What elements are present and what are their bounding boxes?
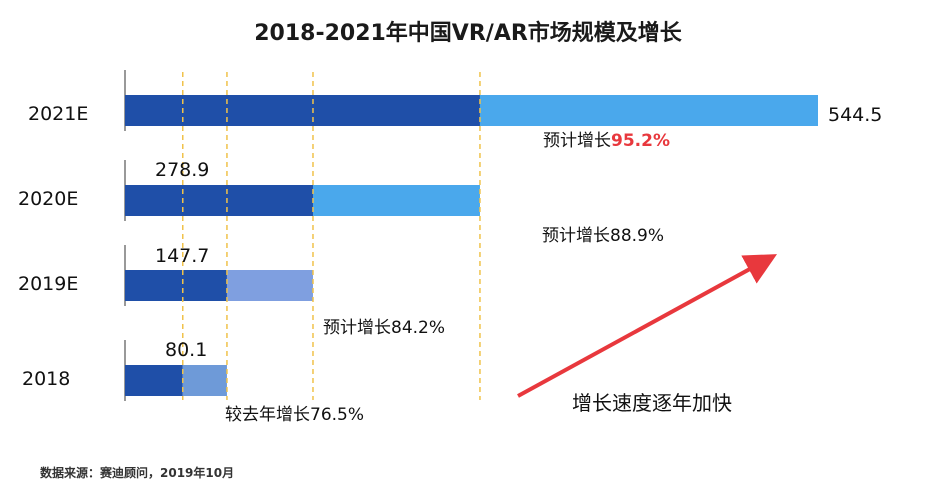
growth-label: 预计增长95.2% xyxy=(543,131,670,151)
growth-label: 预计增长84.2% xyxy=(323,318,445,338)
bar-growth-2019E xyxy=(226,270,313,301)
category-label: 2020E xyxy=(18,188,78,210)
bar-base-2018 xyxy=(125,365,183,396)
trend-label: 增长速度逐年加快 xyxy=(572,391,732,415)
growth-label: 预计增长88.9% xyxy=(542,226,664,246)
bar-base-2019E xyxy=(125,270,227,301)
bar-growth-2020E xyxy=(312,185,480,216)
trend-arrow xyxy=(517,254,778,398)
bar-base-2020E xyxy=(125,185,313,216)
bar-growth-2021E xyxy=(479,95,818,126)
value-label: 80.1 xyxy=(165,339,207,361)
source-note: 数据来源：赛迪顾问，2019年10月 xyxy=(40,465,234,480)
value-label: 544.5 xyxy=(828,104,882,126)
value-label: 278.9 xyxy=(155,159,209,181)
chart-title: 2018-2021年中国VR/AR市场规模及增长 xyxy=(254,20,683,46)
bars-group: 2021E 2020E 2019E 2018 544.5 278.9 147.7 80.1 预计… xyxy=(18,70,882,425)
category-label: 2018 xyxy=(22,368,70,390)
bar-base-2021E xyxy=(125,95,480,126)
value-label: 147.7 xyxy=(155,245,209,267)
bar-growth-2018 xyxy=(182,365,227,396)
category-label: 2019E xyxy=(18,273,78,295)
growth-label: 较去年增长76.5% xyxy=(225,405,364,425)
category-label: 2021E xyxy=(28,103,88,125)
